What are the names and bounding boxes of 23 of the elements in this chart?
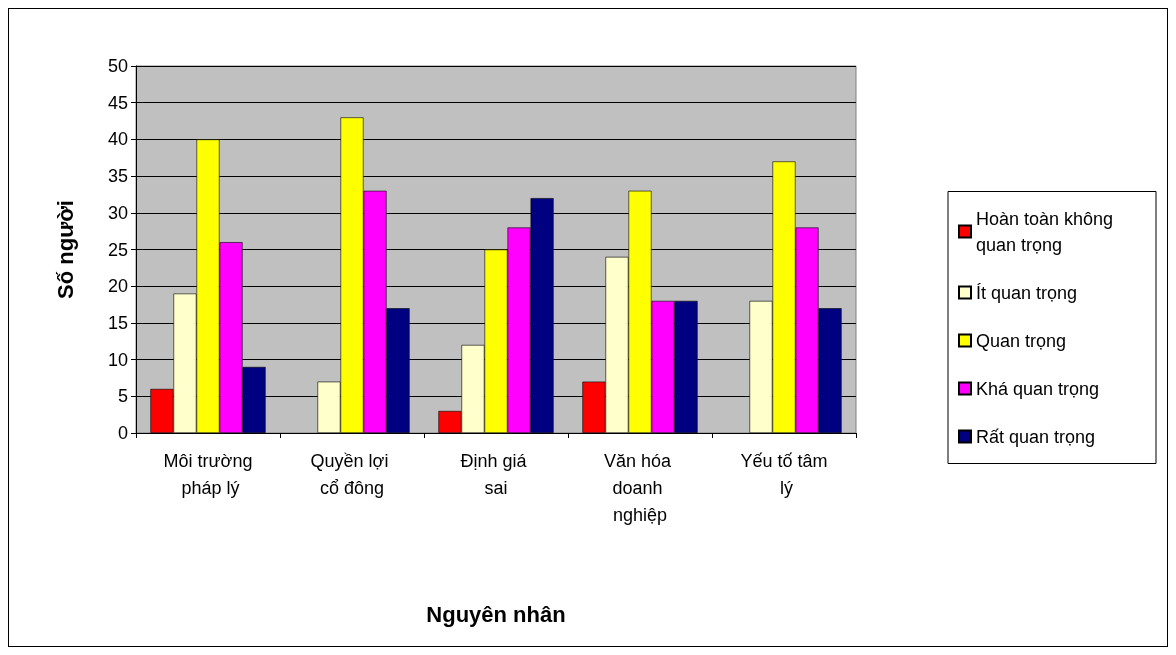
- x-tick-label: Môi trường pháp lý: [163, 450, 253, 498]
- y-tick-label: 30: [107, 202, 128, 223]
- x-axis-title: Nguyên nhân: [426, 601, 566, 627]
- y-axis-title: Số người: [52, 200, 78, 299]
- legend-label: Khá quan trọng: [976, 378, 1100, 399]
- y-tick-label: 40: [107, 129, 128, 150]
- legend-label: Quan trọng: [976, 330, 1067, 351]
- y-tick-label: 45: [107, 92, 128, 113]
- y-tick-label: 5: [117, 386, 128, 407]
- legend-label: Hoàn toàn không quan trọng: [976, 208, 1119, 255]
- x-tick-label: Yếu tố tâm lý: [740, 450, 828, 498]
- x-tick-label: Văn hóa doanh nghiệp: [603, 450, 677, 525]
- y-tick-label: 20: [107, 276, 128, 297]
- y-tick-label: 50: [107, 56, 128, 76]
- legend-label: Rất quan trọng: [976, 426, 1096, 447]
- y-tick-label: 35: [107, 166, 128, 187]
- y-tick-label: 0: [117, 423, 128, 443]
- y-tick-label: 15: [107, 312, 128, 333]
- x-tick-label: Định giá sai: [460, 450, 532, 498]
- x-tick-label: Quyền lợi cổ đông: [310, 450, 394, 498]
- y-tick-label: 10: [107, 349, 128, 370]
- y-tick-label: 25: [107, 239, 128, 260]
- legend-label: Ít quan trọng: [976, 282, 1078, 303]
